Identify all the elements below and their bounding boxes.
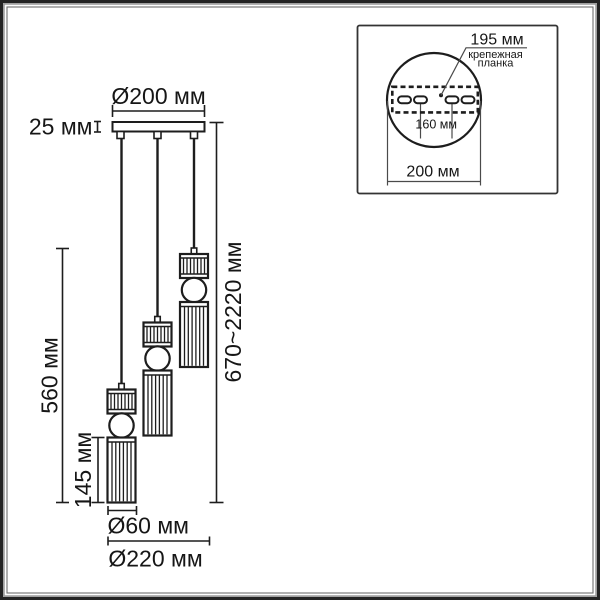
- fixture-drop-label: 560 мм: [37, 337, 63, 413]
- dim-shade-length: [91, 436, 105, 504]
- shade-diameter-label: Ø60 мм: [108, 513, 190, 539]
- dim-canopy-height: [94, 120, 101, 133]
- overall-height-label: 670~2220 мм: [220, 242, 246, 383]
- plate-length-label: 195 мм: [470, 32, 523, 49]
- inset-top-view: 195 мм крепежная планка 160 мм 200 мм: [356, 24, 559, 195]
- plate-name-line2: планка: [478, 58, 515, 70]
- dim-fixture-drop: [56, 247, 69, 504]
- canopy-top-view-circle: [385, 51, 483, 149]
- pendant-right: [178, 246, 210, 369]
- ceiling-canopy: [111, 121, 206, 133]
- dim-inset-canopy-diameter: [386, 101, 482, 186]
- hole-spacing-label: 160 мм: [415, 118, 457, 132]
- canopy-diameter-label: Ø200 мм: [111, 83, 205, 109]
- mounting-plate-outline: [390, 85, 480, 114]
- dim-shade-diameter: [107, 506, 138, 515]
- plate-name-line1: крепежная: [468, 49, 523, 61]
- inset-canopy-diameter-label: 200 мм: [406, 164, 459, 181]
- leader-line: [440, 47, 527, 96]
- pendant-left: [106, 382, 137, 504]
- shade-length-label: 145 мм: [70, 432, 96, 508]
- dim-hole-spacing-lines: [419, 103, 453, 139]
- canopy-height-label: 25 мм: [29, 114, 93, 140]
- mounting-slots: [397, 95, 476, 105]
- pendant-middle: [142, 315, 173, 437]
- main-side-view: Ø200 мм 25 мм 670~2220 мм 560 мм 145: [29, 83, 246, 572]
- suspension-cords: [120, 138, 196, 384]
- base-spread-label: Ø220 мм: [108, 546, 202, 572]
- dim-canopy-diameter: [111, 105, 206, 117]
- dim-overall-height: [209, 121, 224, 504]
- dim-base-spread: [107, 536, 211, 546]
